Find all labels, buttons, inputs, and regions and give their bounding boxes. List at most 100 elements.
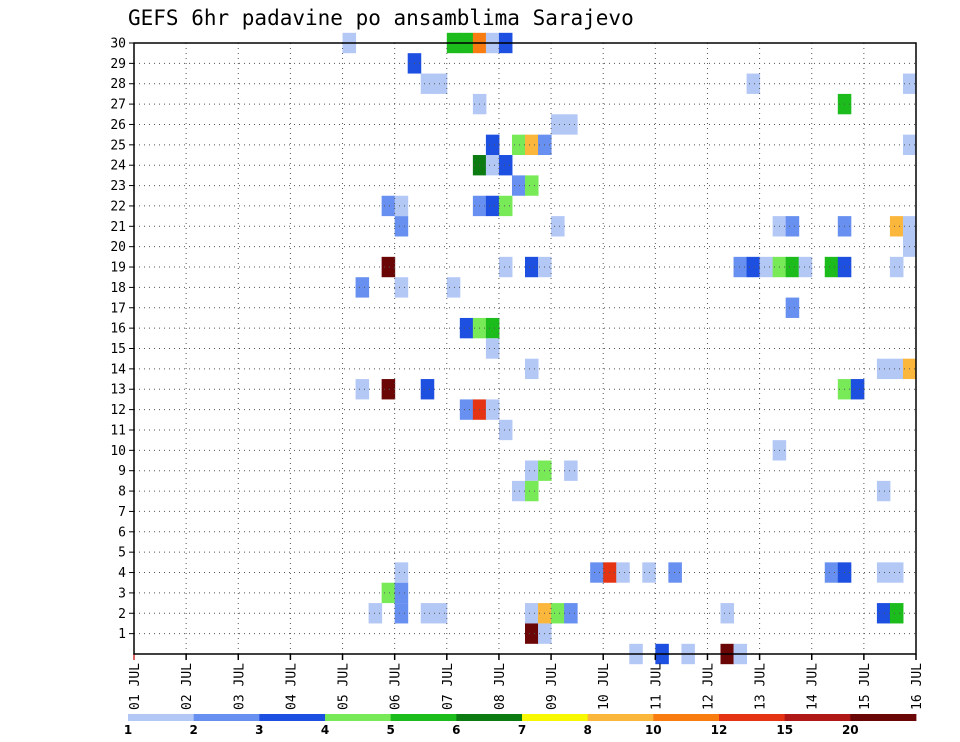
y-tick-label: 19	[110, 261, 126, 276]
precip-cell	[564, 460, 578, 481]
colorbar-label: 6	[452, 723, 460, 737]
x-tick-label: 06 JUL	[389, 663, 404, 710]
y-tick-label: 11	[110, 423, 126, 438]
precip-cell	[511, 175, 526, 196]
y-tick-label: 21	[110, 220, 126, 235]
precip-cell	[394, 195, 409, 217]
precip-cell	[876, 603, 891, 624]
colorbar-swatch	[193, 714, 260, 721]
precip-cell	[446, 277, 461, 298]
precip-cell	[824, 562, 839, 583]
precip-cell	[381, 582, 396, 604]
x-tick-label: 15 JUL	[858, 663, 873, 710]
y-tick-label: 8	[118, 485, 126, 500]
precip-cell	[485, 338, 500, 359]
precip-cell	[433, 73, 448, 94]
precip-cell	[733, 256, 748, 278]
precip-cell	[889, 256, 904, 278]
colorbar-swatch	[719, 714, 786, 721]
precip-cell	[525, 358, 539, 380]
y-tick-label: 17	[110, 301, 126, 316]
y-tick-label: 18	[110, 281, 126, 296]
precip-cell	[889, 603, 904, 624]
precip-cell	[759, 256, 774, 278]
colorbar-swatch	[850, 714, 917, 721]
colorbar-swatch	[259, 714, 326, 721]
y-tick-label: 7	[118, 505, 126, 520]
precip-cell	[889, 562, 904, 583]
precip-cell	[394, 216, 409, 237]
precip-cell	[564, 114, 578, 135]
precip-cell	[394, 603, 409, 624]
precip-cell	[785, 216, 800, 237]
y-tick-label: 10	[110, 444, 126, 459]
precip-cell	[785, 256, 800, 278]
precip-cell	[889, 216, 904, 237]
cells-layer	[342, 32, 917, 665]
colorbar-label: 20	[842, 723, 859, 737]
colorbar-label: 8	[584, 723, 592, 737]
precip-cell	[616, 562, 630, 583]
precip-cell	[525, 134, 539, 156]
y-tick-label: 15	[110, 342, 126, 357]
precip-cell	[394, 562, 409, 583]
x-tick-label: 01 JUL	[128, 663, 143, 710]
x-tick-label: 03 JUL	[232, 663, 247, 710]
precip-cell	[459, 399, 474, 420]
y-tick-label: 20	[110, 240, 126, 255]
precip-cell	[485, 134, 500, 156]
precip-cell	[485, 399, 500, 420]
colorbar-swatch	[522, 714, 589, 721]
precip-cell	[420, 603, 435, 624]
precip-cell	[498, 155, 513, 176]
precip-cell	[551, 216, 565, 237]
precip-cell	[381, 195, 396, 217]
precip-cell	[798, 256, 813, 278]
y-tick-label: 16	[110, 322, 126, 337]
y-tick-label: 26	[110, 118, 126, 133]
y-tick-label: 24	[110, 159, 126, 174]
colorbar-label: 15	[776, 723, 793, 737]
y-tick-label: 29	[110, 57, 126, 72]
precip-cell	[394, 277, 409, 298]
y-tick-label: 6	[118, 525, 126, 540]
precip-cell	[876, 480, 891, 502]
precip-cell	[498, 256, 513, 278]
colorbar-swatch	[784, 714, 851, 721]
colorbar-label: 3	[255, 723, 263, 737]
precip-cell	[525, 175, 539, 196]
precip-cell	[824, 256, 839, 278]
colorbar-label: 10	[645, 723, 662, 737]
x-tick-label: 04 JUL	[284, 663, 299, 710]
y-tick-label: 28	[110, 77, 126, 92]
precip-cell	[485, 195, 500, 217]
x-tick-label: 09 JUL	[545, 663, 560, 710]
y-tick-label: 30	[110, 37, 126, 52]
x-tick-label: 02 JUL	[180, 663, 195, 710]
precip-cell	[525, 256, 539, 278]
precip-cell	[525, 460, 539, 481]
x-axis: 01 JUL 02 JUL 03 JUL 04 JUL 05 JUL 06 JUL 07 J…	[128, 654, 925, 710]
precip-cell	[785, 297, 800, 318]
y-tick-label: 3	[118, 586, 126, 601]
grid-layer	[134, 42, 916, 654]
colorbar-label: 7	[518, 723, 526, 737]
y-tick-label: 27	[110, 98, 126, 113]
precip-cell	[498, 419, 513, 441]
colorbar-swatch	[587, 714, 654, 721]
colorbar-label: 2	[190, 723, 198, 737]
y-tick-label: 22	[110, 199, 126, 214]
x-tick-label: 16 JUL	[910, 663, 925, 710]
precip-cell	[511, 134, 526, 156]
precip-cell	[564, 603, 578, 624]
colorbar-label: 5	[387, 723, 395, 737]
precip-cell	[720, 603, 735, 624]
y-tick-label: 12	[110, 403, 126, 418]
precip-cell	[551, 114, 565, 135]
y-tick-label: 1	[118, 627, 126, 642]
y-tick-label: 25	[110, 138, 126, 153]
colorbar-label: 12	[711, 723, 728, 737]
x-tick-label: 11 JUL	[649, 663, 664, 710]
y-tick-label: 23	[110, 179, 126, 194]
